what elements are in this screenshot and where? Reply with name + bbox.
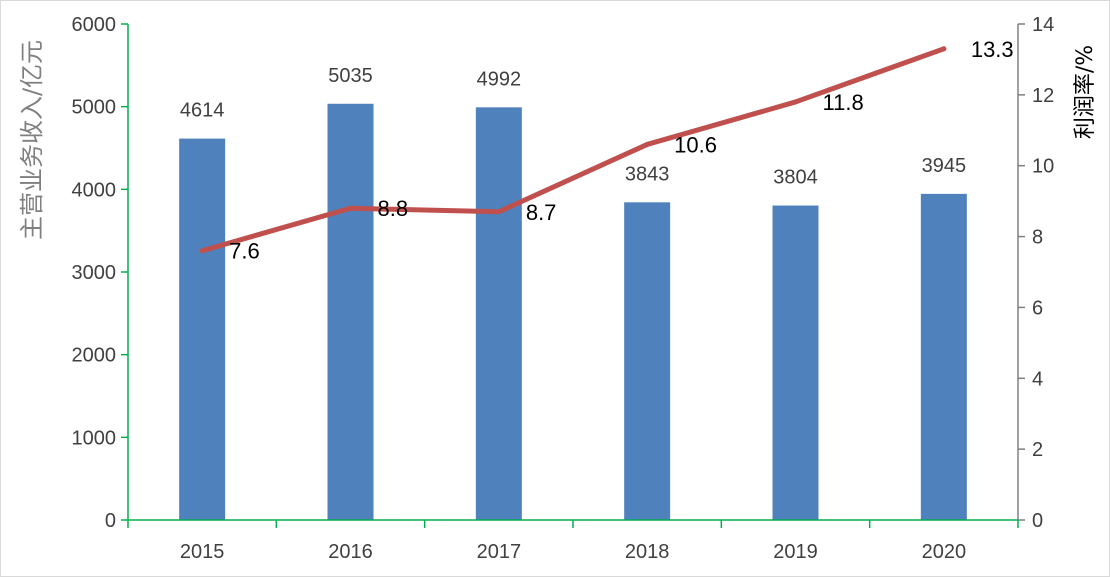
right-tick-label-0: 0 bbox=[1032, 510, 1043, 532]
bar-value-label-2019: 3804 bbox=[773, 167, 818, 189]
left-tick-label-0: 0 bbox=[105, 510, 116, 532]
x-tick-label-2016: 2016 bbox=[328, 541, 373, 563]
right-tick-label-8: 8 bbox=[1032, 227, 1043, 249]
bar-2017 bbox=[475, 107, 522, 520]
line-value-label-2015: 7.6 bbox=[229, 239, 260, 264]
x-tick-label-2020: 2020 bbox=[922, 541, 967, 563]
x-tick-label-2018: 2018 bbox=[625, 541, 670, 563]
bar-value-label-2018: 3843 bbox=[625, 163, 670, 185]
left-tick-label-2000: 2000 bbox=[72, 345, 117, 367]
bar-value-label-2016: 5035 bbox=[328, 65, 373, 87]
line-point-2019 bbox=[793, 99, 798, 105]
left-tick-label-5000: 5000 bbox=[72, 97, 117, 119]
right-tick-label-12: 12 bbox=[1032, 85, 1054, 107]
x-tick-label-2017: 2017 bbox=[477, 541, 522, 563]
right-tick-label-6: 6 bbox=[1032, 297, 1043, 319]
bar-2016 bbox=[327, 103, 374, 521]
x-tick-label-2015: 2015 bbox=[180, 541, 225, 563]
line-point-2015 bbox=[199, 248, 205, 254]
line-value-label-2018: 10.6 bbox=[674, 132, 717, 157]
line-point-2020 bbox=[941, 46, 947, 52]
line-value-label-2019: 11.8 bbox=[823, 90, 864, 115]
line-value-label-2020: 13.3 bbox=[971, 37, 1014, 62]
left-tick-label-6000: 6000 bbox=[72, 14, 117, 36]
line-point-2016 bbox=[348, 205, 353, 211]
line-point-2017 bbox=[496, 209, 502, 215]
right-tick-label-14: 14 bbox=[1032, 14, 1054, 36]
labels-layer: 4614 5035 4992 3843 3804 3945 7.6 8.8 8.7 10.6 11.… bbox=[180, 37, 1014, 264]
right-axis-title: 利润率/% bbox=[1073, 45, 1098, 139]
line-point-2018 bbox=[644, 141, 650, 147]
left-axis-title: 主营业务收入/亿元 bbox=[18, 40, 46, 240]
left-tick-label-3000: 3000 bbox=[72, 262, 117, 284]
line-value-label-2017: 8.7 bbox=[526, 200, 557, 225]
axes-layer: 0 1000 2000 3000 4000 5000 6000 0 2 4 6 8 10 12 14 2015… bbox=[72, 14, 1055, 563]
right-tick-label-4: 4 bbox=[1032, 368, 1043, 390]
profit-rate-line bbox=[199, 46, 947, 254]
bar-2018 bbox=[624, 202, 671, 520]
right-tick-label-10: 10 bbox=[1032, 156, 1054, 178]
bar-2019 bbox=[772, 205, 819, 520]
left-tick-label-1000: 1000 bbox=[72, 427, 117, 449]
bar-2015 bbox=[179, 138, 226, 521]
line-layer bbox=[199, 46, 947, 254]
bars-layer bbox=[179, 103, 967, 521]
bar-2020 bbox=[920, 193, 967, 520]
bar-value-label-2020: 3945 bbox=[922, 155, 967, 177]
right-tick-label-2: 2 bbox=[1032, 439, 1043, 461]
bar-value-label-2017: 4992 bbox=[477, 68, 522, 90]
line-value-label-2016: 8.8 bbox=[378, 196, 409, 221]
x-tick-label-2019: 2019 bbox=[773, 541, 818, 563]
left-tick-label-4000: 4000 bbox=[72, 179, 117, 201]
bar-value-label-2015: 4614 bbox=[180, 100, 225, 122]
